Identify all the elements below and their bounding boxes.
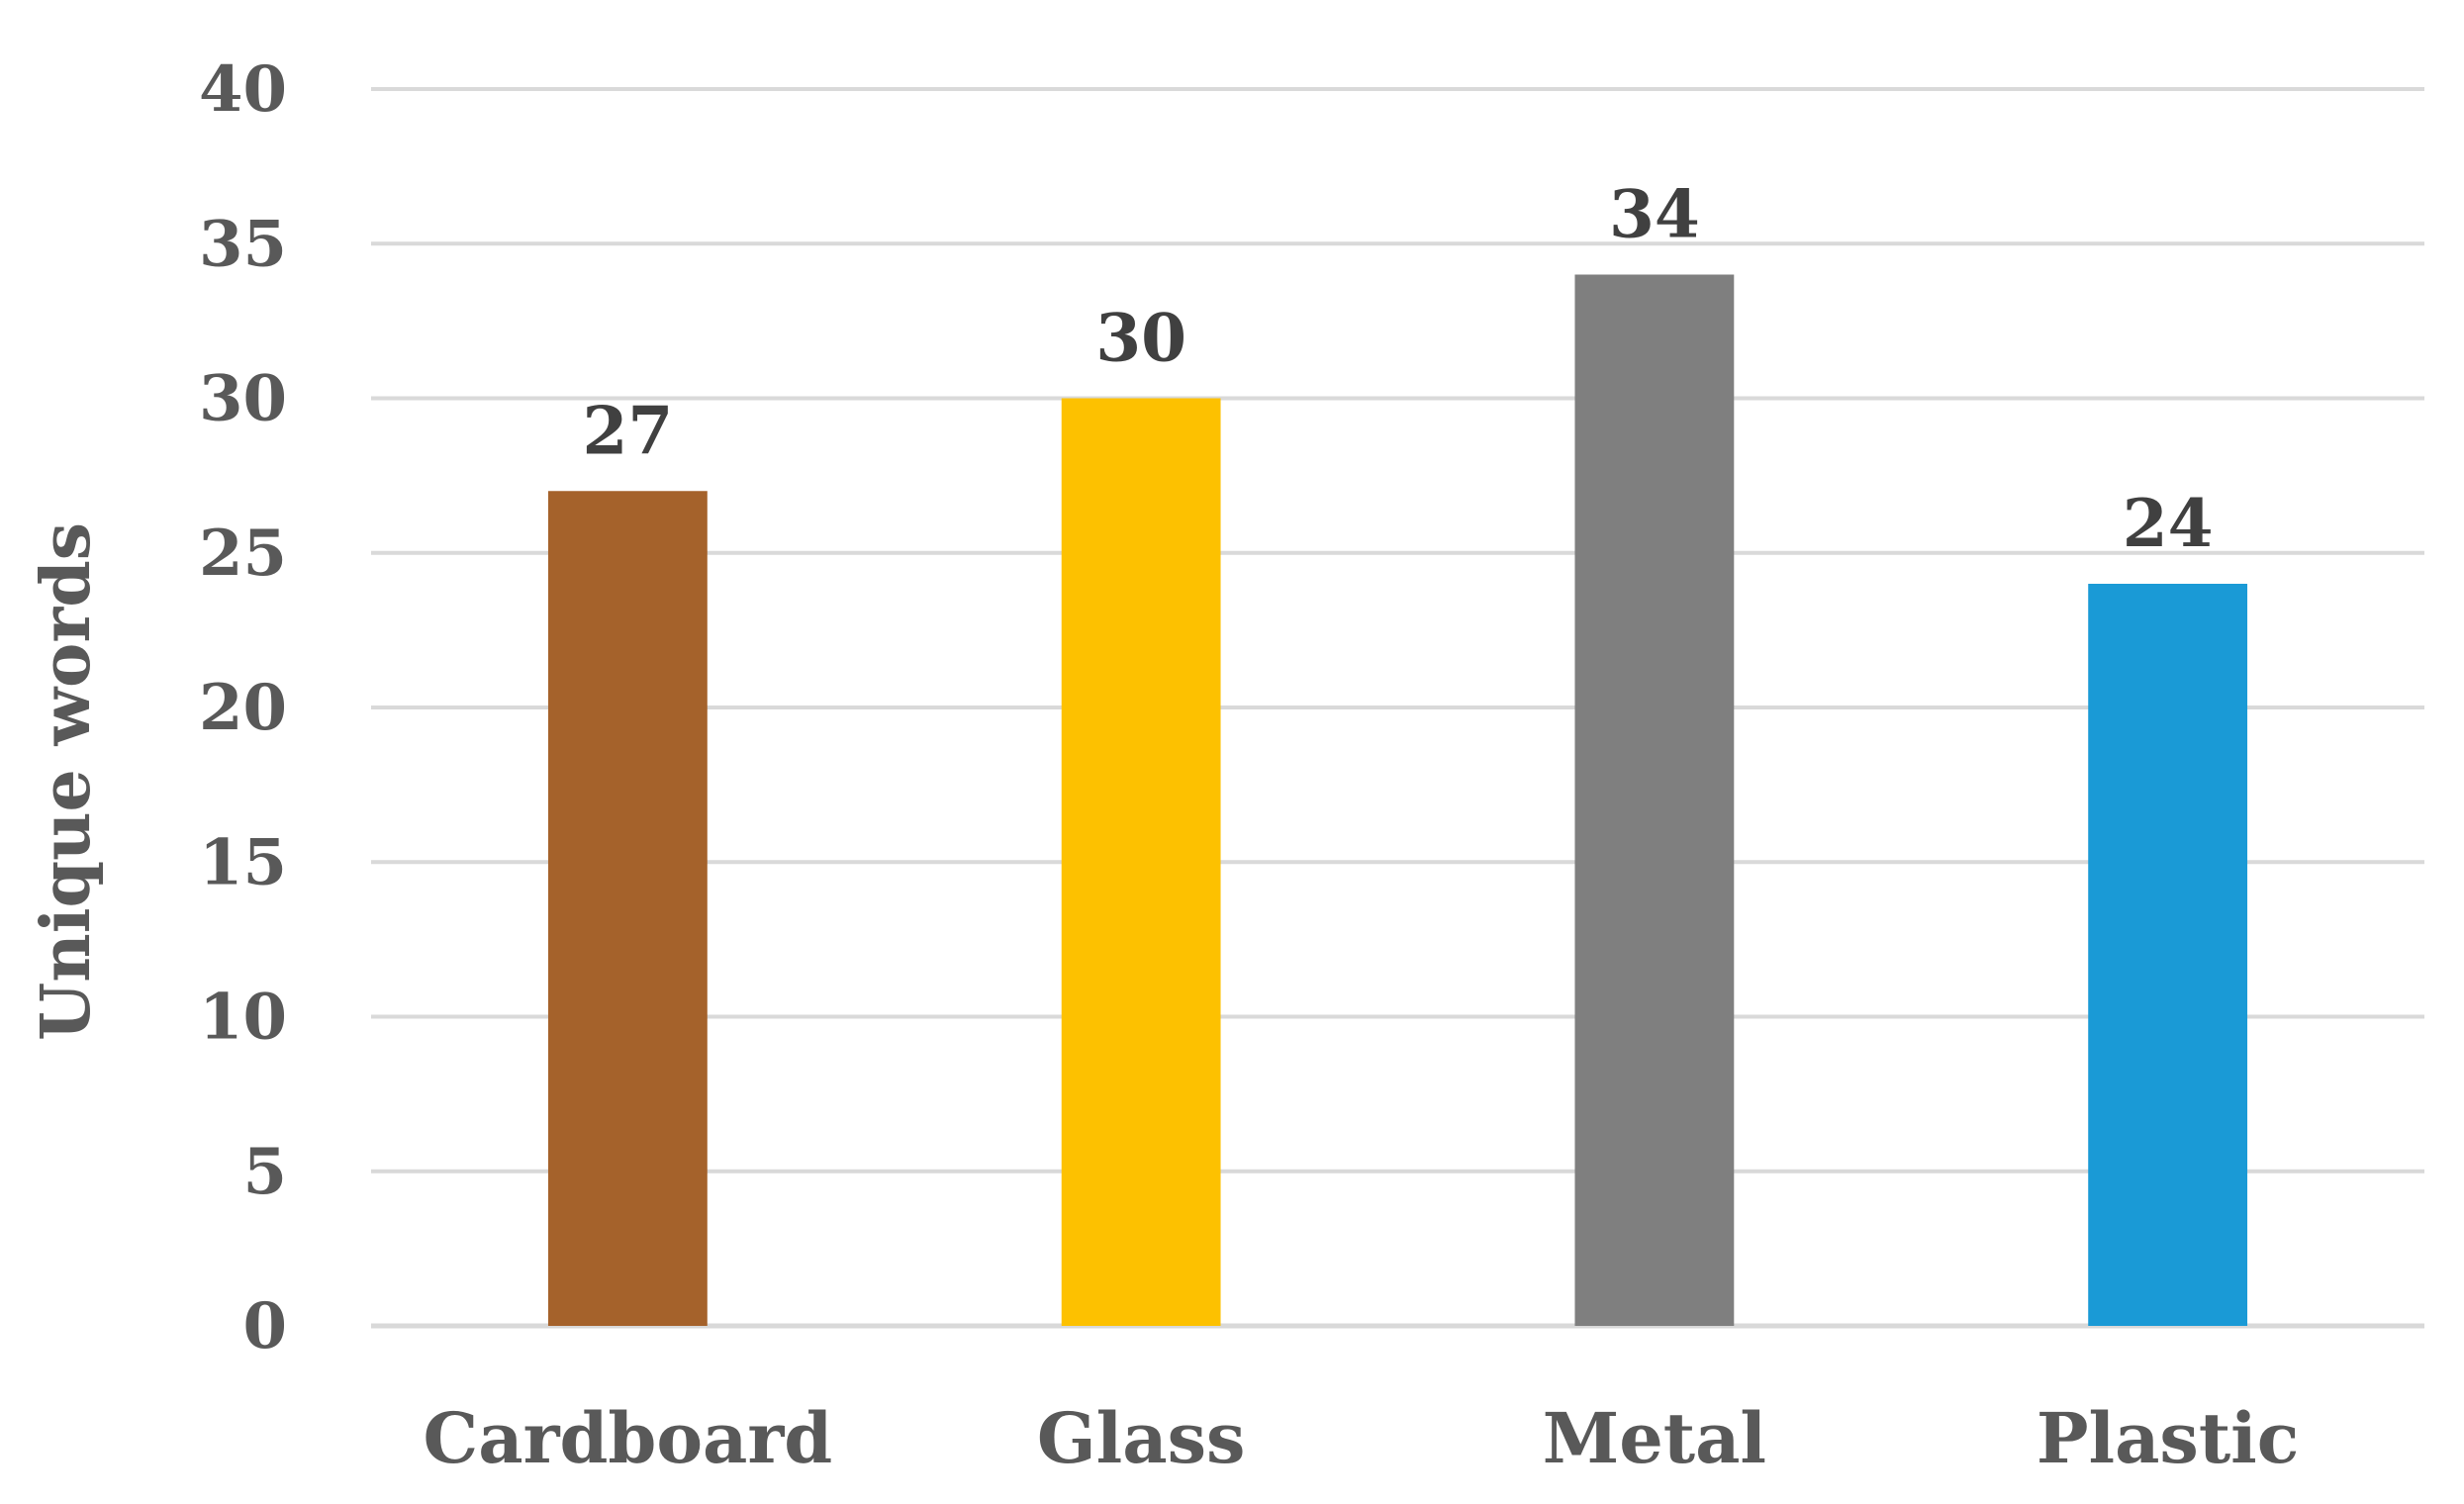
x-category-label-plastic: Plastic — [2037, 1397, 2300, 1479]
bar-cardboard — [547, 491, 708, 1326]
y-tick-label: 20 — [199, 671, 287, 745]
y-tick-label: 5 — [242, 1135, 287, 1209]
y-tick-label: 15 — [199, 825, 287, 899]
y-tick-label: 25 — [199, 517, 287, 591]
y-tick-label: 40 — [199, 52, 287, 127]
gridlines — [371, 87, 2424, 1329]
x-category-label-cardboard: Cardboard — [424, 1397, 833, 1479]
data-label-glass: 30 — [1095, 300, 1186, 377]
x-category-label-metal: Metal — [1543, 1397, 1766, 1479]
bars — [547, 274, 2248, 1326]
y-tick-label: 0 — [242, 1289, 287, 1363]
x-axis-category-labels: Cardboard Glass Metal Plastic — [424, 1397, 2300, 1479]
y-tick-label: 35 — [199, 207, 287, 281]
data-label-metal: 34 — [1609, 176, 1700, 253]
bar-metal — [1574, 274, 1735, 1326]
y-tick-label: 10 — [199, 981, 287, 1055]
bar-glass — [1061, 398, 1221, 1326]
y-tick-label: 30 — [199, 362, 287, 436]
y-axis-title: Unique words — [27, 522, 106, 1041]
bar-plastic — [2088, 584, 2248, 1326]
data-label-plastic: 24 — [2123, 485, 2214, 562]
y-axis-tick-labels: 0 5 10 15 20 25 30 35 40 — [199, 52, 287, 1363]
x-category-label-glass: Glass — [1037, 1397, 1246, 1479]
data-label-cardboard: 27 — [582, 392, 673, 469]
data-labels: 27 30 34 24 — [582, 176, 2213, 563]
